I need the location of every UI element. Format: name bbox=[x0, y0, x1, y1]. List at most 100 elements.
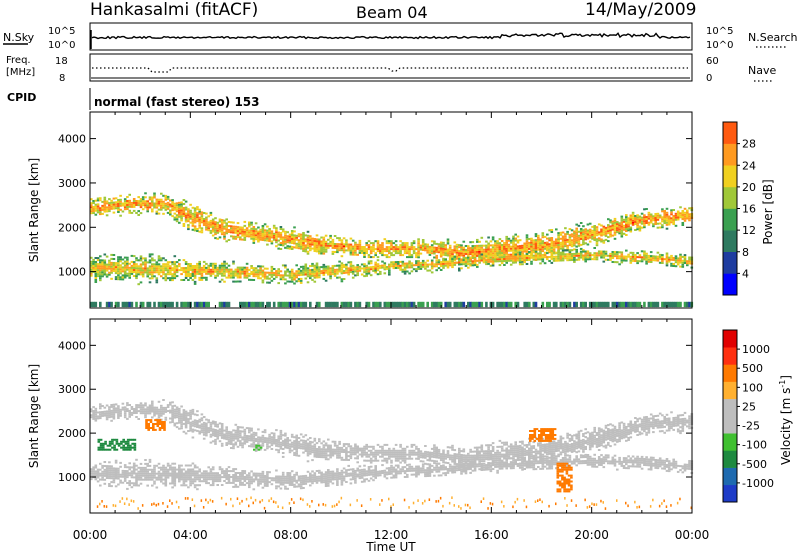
echo-cell bbox=[509, 259, 513, 262]
echo-cell bbox=[494, 240, 497, 243]
echo-cell bbox=[403, 270, 407, 273]
echo-cell bbox=[198, 230, 201, 233]
echo-cell bbox=[245, 233, 249, 236]
echo-cell bbox=[462, 460, 466, 463]
echo-cell bbox=[220, 427, 224, 429]
echo-cell bbox=[588, 230, 592, 233]
echo-cell bbox=[151, 263, 154, 266]
echo-cell bbox=[597, 252, 601, 255]
echo-cell bbox=[193, 423, 197, 426]
near-range-cell bbox=[485, 301, 488, 308]
echo-cell bbox=[275, 276, 278, 279]
near-range-cell bbox=[582, 301, 585, 308]
echo-cell bbox=[379, 248, 382, 251]
echo-cell bbox=[433, 248, 436, 251]
echo-cell bbox=[467, 258, 470, 261]
echo-cell bbox=[351, 247, 355, 250]
echo-cell bbox=[92, 406, 95, 409]
near-range-cell bbox=[399, 301, 402, 308]
nsky-line bbox=[91, 32, 691, 40]
echo-cell bbox=[591, 237, 594, 240]
echo-cell bbox=[365, 272, 368, 275]
echo-cell bbox=[336, 448, 339, 451]
echo-cell bbox=[259, 234, 262, 237]
echo-cell bbox=[313, 274, 317, 277]
echo-cell bbox=[442, 457, 445, 460]
echo-cell bbox=[288, 233, 292, 236]
echo-cell bbox=[297, 239, 301, 242]
echo-cell bbox=[534, 245, 538, 247]
echo-cell bbox=[433, 454, 436, 457]
echo-cell bbox=[555, 244, 558, 247]
echo-cell bbox=[318, 242, 321, 245]
echo-cell bbox=[322, 448, 326, 451]
echo-cell bbox=[525, 451, 529, 454]
echo-cell bbox=[665, 217, 669, 220]
echo-cell bbox=[473, 262, 477, 265]
echo-cell bbox=[123, 256, 127, 259]
echo-cell bbox=[112, 211, 116, 214]
echo-cell bbox=[476, 248, 479, 251]
echo-cell bbox=[155, 406, 159, 409]
echo-cell bbox=[196, 212, 199, 215]
echo-cell bbox=[293, 442, 296, 445]
echo-cell bbox=[189, 425, 192, 428]
echo-cell bbox=[656, 259, 660, 262]
echo-cell bbox=[631, 215, 635, 218]
echo-cell bbox=[164, 265, 168, 268]
echo-cell bbox=[279, 244, 283, 246]
echo-cell bbox=[94, 407, 98, 410]
near-range-cell bbox=[523, 301, 526, 308]
echo-cell bbox=[555, 238, 558, 241]
echo-cell bbox=[388, 252, 391, 255]
echo-cell bbox=[223, 268, 226, 271]
echo-cell bbox=[631, 221, 635, 224]
echo-cell bbox=[453, 255, 457, 258]
echo-cell bbox=[169, 271, 172, 274]
echo-cell bbox=[516, 455, 520, 457]
echo-cell bbox=[200, 429, 204, 432]
echo-cell bbox=[288, 272, 292, 275]
echo-cell bbox=[478, 257, 481, 260]
echo-cell bbox=[114, 264, 118, 267]
echo-cell bbox=[415, 262, 418, 265]
echo-cell bbox=[144, 410, 147, 413]
echo-cell bbox=[419, 261, 423, 264]
echo-cell bbox=[254, 273, 258, 276]
echo-cell bbox=[363, 445, 366, 448]
echo-cell bbox=[458, 463, 461, 466]
echo-cell bbox=[94, 281, 98, 283]
echo-cell bbox=[672, 257, 675, 259]
echo-cell bbox=[220, 434, 224, 437]
echo-cell bbox=[281, 278, 285, 281]
echo-cell bbox=[573, 234, 576, 237]
echo-cell bbox=[485, 450, 488, 453]
echo-cell bbox=[108, 198, 111, 201]
echo-cell bbox=[304, 444, 308, 447]
echo-cell bbox=[602, 250, 606, 253]
echo-cell bbox=[160, 406, 163, 409]
echo-cell bbox=[442, 241, 445, 244]
echo-cell bbox=[259, 232, 262, 235]
echo-cell bbox=[507, 453, 511, 456]
echo-cell bbox=[421, 460, 425, 463]
echo-cell bbox=[471, 245, 475, 248]
echo-cell bbox=[144, 402, 147, 405]
echo-cell bbox=[216, 272, 219, 275]
echo-cell bbox=[329, 271, 332, 274]
echo-cell bbox=[374, 248, 377, 251]
echo-cell bbox=[482, 248, 486, 251]
echo-cell bbox=[349, 445, 353, 448]
echo-cell bbox=[306, 273, 310, 276]
echo-cell bbox=[225, 270, 228, 273]
echo-cell bbox=[638, 254, 642, 257]
echo-cell bbox=[476, 246, 479, 249]
near-range-cell bbox=[160, 301, 163, 308]
echo-cell bbox=[193, 213, 197, 216]
echo-cell bbox=[681, 216, 685, 218]
echo-cell bbox=[209, 441, 213, 444]
echo-cell bbox=[123, 270, 127, 273]
echo-cell bbox=[530, 245, 533, 248]
echo-cell bbox=[180, 425, 183, 428]
echo-cell bbox=[268, 281, 271, 284]
